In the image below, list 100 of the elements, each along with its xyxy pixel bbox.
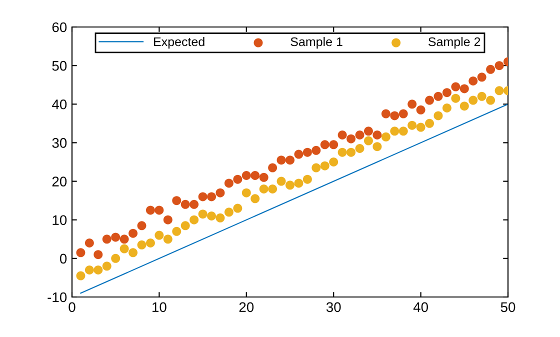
y-tick-label: 0 <box>60 254 67 264</box>
point <box>111 254 120 263</box>
point <box>120 234 129 244</box>
point <box>381 132 390 142</box>
point <box>286 180 294 190</box>
point <box>460 102 469 111</box>
point <box>233 204 242 213</box>
point <box>302 174 312 184</box>
point <box>434 111 443 120</box>
point <box>302 148 312 157</box>
point <box>172 196 182 206</box>
point <box>398 109 408 118</box>
point <box>190 200 199 209</box>
point <box>198 192 208 202</box>
x-tick-label: 0 <box>68 302 76 312</box>
point <box>207 192 216 202</box>
point <box>468 76 478 86</box>
point <box>94 250 103 260</box>
point <box>84 238 94 248</box>
x-tick-label: 40 <box>413 302 428 312</box>
point <box>268 184 278 194</box>
point <box>346 148 356 157</box>
point <box>486 64 496 74</box>
point <box>451 94 460 103</box>
point <box>259 184 268 194</box>
point <box>102 262 112 271</box>
legend-label: Expected <box>154 37 204 49</box>
point <box>76 248 86 258</box>
point <box>434 92 443 101</box>
point <box>425 96 434 105</box>
point <box>146 206 155 215</box>
point <box>408 100 417 109</box>
point <box>477 92 486 101</box>
point <box>477 72 486 82</box>
point <box>486 96 496 105</box>
point <box>286 156 294 165</box>
point <box>120 244 129 254</box>
legend-label: Sample 2 <box>428 37 480 49</box>
y-tick-label: 50 <box>52 60 67 71</box>
legend-label: Sample 1 <box>290 37 342 49</box>
point <box>494 86 504 96</box>
point <box>250 194 260 204</box>
x-tick-label: 50 <box>500 302 516 312</box>
point <box>154 206 164 215</box>
point <box>416 105 426 114</box>
point <box>207 212 216 220</box>
point <box>137 240 146 250</box>
y-tick-label: -10 <box>48 292 67 302</box>
point <box>372 130 382 140</box>
point <box>242 188 251 198</box>
y-tick-label: 40 <box>52 99 67 110</box>
y-tick-label: 20 <box>52 176 67 186</box>
point <box>408 120 417 130</box>
point <box>390 111 400 120</box>
point <box>442 104 452 112</box>
point <box>216 213 225 222</box>
y-tick-label: 60 <box>52 22 67 32</box>
point <box>163 234 172 244</box>
point <box>102 234 112 244</box>
point <box>398 126 408 136</box>
point <box>154 230 164 240</box>
point <box>312 146 321 155</box>
point <box>94 266 103 274</box>
point <box>346 134 356 144</box>
point <box>198 210 208 219</box>
point <box>451 82 460 92</box>
point <box>128 228 138 238</box>
point <box>224 178 234 188</box>
point <box>268 163 278 172</box>
point <box>355 130 364 140</box>
point <box>468 96 478 105</box>
point <box>312 163 321 172</box>
point <box>329 140 338 150</box>
point <box>216 188 225 198</box>
point <box>338 130 347 140</box>
point <box>460 84 469 94</box>
point <box>320 161 330 170</box>
x-tick-label: 20 <box>239 302 254 312</box>
point <box>224 208 234 217</box>
point <box>128 248 138 258</box>
point <box>137 221 146 230</box>
point <box>233 174 242 184</box>
y-tick-label: 30 <box>52 138 67 148</box>
point <box>294 150 304 159</box>
point <box>180 221 190 230</box>
x-tick-label: 30 <box>326 302 341 312</box>
point <box>372 142 382 152</box>
point <box>494 61 504 70</box>
point <box>320 140 330 150</box>
point <box>416 122 426 132</box>
y-tick-label: 10 <box>52 215 67 226</box>
x-tick-label: 10 <box>152 302 166 312</box>
point <box>294 178 304 188</box>
point <box>355 144 364 153</box>
point <box>338 148 347 157</box>
point <box>381 109 390 118</box>
point <box>242 171 251 180</box>
point <box>172 226 182 236</box>
point <box>111 232 120 242</box>
point <box>329 158 338 166</box>
